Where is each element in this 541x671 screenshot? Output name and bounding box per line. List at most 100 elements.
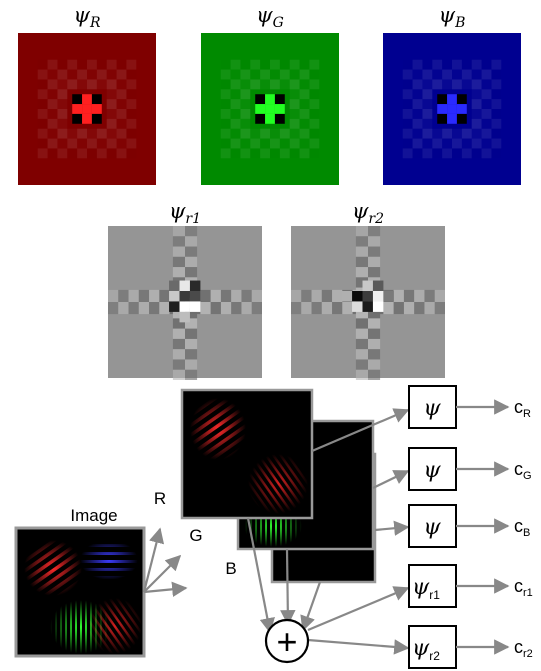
filter-ripple-cell bbox=[452, 129, 462, 139]
filter-ripple-cell bbox=[300, 79, 310, 89]
filter-band-cell bbox=[368, 236, 381, 247]
filter-ripple-cell bbox=[279, 128, 290, 139]
filter-ripple-cell bbox=[413, 129, 423, 139]
filter-ripple-cell bbox=[67, 70, 77, 80]
filter-ripple-cell bbox=[309, 89, 319, 99]
filter-ripple-cell bbox=[230, 59, 241, 70]
filter-ripple-cell bbox=[300, 139, 310, 149]
filter-ripple-cell bbox=[309, 79, 320, 90]
filter-ripple-cell bbox=[221, 79, 231, 89]
filter-band-cell bbox=[172, 308, 185, 319]
filter-ripple-cell bbox=[126, 89, 136, 99]
filter-ripple-cell bbox=[482, 119, 492, 129]
input-arrows bbox=[142, 527, 188, 597]
filter-band-cell bbox=[200, 302, 211, 315]
filter-band-cell bbox=[251, 289, 262, 302]
filter-ripple-cell bbox=[309, 129, 319, 139]
filter-ripple-cell bbox=[38, 99, 48, 109]
filter-ripple-cell bbox=[116, 128, 127, 139]
filter-ripple-cell bbox=[250, 148, 260, 158]
filter-ripple-cell bbox=[48, 129, 58, 139]
operator-psi-label: ψ bbox=[423, 458, 441, 483]
filter-b: ψB bbox=[383, 3, 521, 185]
output-labels: cR cG cB cr1 cr2 bbox=[456, 397, 533, 660]
filter-ripple-cell bbox=[47, 99, 58, 109]
filter-ripple-cell bbox=[472, 89, 482, 99]
filter-band-cell bbox=[383, 302, 394, 315]
filter-band-cell bbox=[172, 349, 185, 360]
filter-center-cell bbox=[274, 104, 285, 114]
filter-r1-title: ψr1 bbox=[169, 199, 201, 227]
filter-center-cell bbox=[372, 301, 384, 312]
filter-panels: ψR ψG ψB ψr1 ψr2 bbox=[18, 3, 521, 380]
filter-band-cell bbox=[321, 302, 333, 315]
filter-r2: ψr2 bbox=[291, 199, 445, 380]
filter-ripple-cell bbox=[240, 119, 250, 129]
filter-ripple-cell bbox=[96, 128, 107, 139]
filter-ripple-cell bbox=[289, 79, 300, 90]
filter-ripple-cell bbox=[432, 148, 442, 158]
filter-ripple-cell bbox=[290, 148, 300, 158]
operator-psi-label: ψ bbox=[423, 396, 441, 421]
filter-ripple-cell bbox=[491, 129, 501, 139]
filter-band-cell bbox=[332, 289, 343, 302]
filter-ripple-cell bbox=[403, 60, 413, 70]
filter-ripple-cell bbox=[299, 109, 310, 119]
filter-band-cell bbox=[403, 289, 415, 302]
input-image-label: Image bbox=[70, 506, 117, 525]
filter-center-cell bbox=[169, 291, 180, 302]
filter-ripple-cell bbox=[309, 138, 320, 149]
filter-ripple-cell bbox=[452, 70, 462, 80]
filter-ripple-cell bbox=[289, 138, 300, 149]
arrow-r-to-psi bbox=[311, 408, 410, 453]
filter-band-cell bbox=[291, 289, 302, 302]
filter-ripple-cell bbox=[106, 118, 117, 129]
channel-b-label: B bbox=[225, 559, 236, 578]
filter-band-cell bbox=[321, 289, 333, 302]
filter-ripple-cell bbox=[57, 60, 67, 70]
filter-ripple-cell bbox=[481, 89, 492, 100]
filter-center-cell bbox=[341, 291, 353, 302]
filter-band-cell bbox=[434, 302, 445, 315]
filter-ripple-cell bbox=[220, 128, 231, 139]
filter-ripple-cell bbox=[491, 99, 502, 109]
filter-band-cell bbox=[355, 318, 368, 329]
filter-ripple-cell bbox=[87, 59, 97, 70]
filter-ripple-cell bbox=[230, 99, 241, 109]
filter-ripple-cell bbox=[126, 70, 136, 80]
filter-center-cell bbox=[189, 280, 201, 291]
filter-ripple-cell bbox=[412, 59, 423, 70]
filter-ripple-cell bbox=[57, 148, 68, 159]
filter-ripple-cell bbox=[126, 148, 136, 158]
filter-ripple-cell bbox=[77, 148, 87, 159]
filter-ripple-cell bbox=[452, 148, 462, 158]
filter-ripple-cell bbox=[402, 89, 413, 100]
sum-circle bbox=[264, 618, 310, 664]
filter-band-cell bbox=[138, 289, 150, 302]
filter-band-cell bbox=[368, 308, 381, 319]
operator-psi-label: ψ bbox=[423, 515, 441, 540]
filter-ripple-cell bbox=[260, 139, 270, 149]
filter-ripple-cell bbox=[422, 79, 432, 89]
filter-band-cell bbox=[301, 289, 312, 302]
filter-ripple-cell bbox=[462, 60, 472, 70]
filter-ripple-cell bbox=[37, 128, 48, 139]
filter-ripple-cell bbox=[422, 128, 433, 139]
operator-box-frame bbox=[408, 385, 457, 429]
filter-center-cell bbox=[189, 291, 201, 302]
filter-ripple-cell bbox=[38, 139, 48, 149]
filter-center-cell bbox=[255, 104, 266, 114]
filter-ripple-cell bbox=[126, 109, 136, 119]
filter-band-cell bbox=[241, 289, 252, 302]
filter-band-cell bbox=[149, 289, 160, 302]
filter-g-title: ψG bbox=[256, 3, 284, 31]
filter-band-cell bbox=[368, 318, 381, 329]
filter-ripple-cell bbox=[250, 79, 261, 90]
filter-ripple-cell bbox=[250, 129, 260, 139]
filter-center-cell bbox=[82, 94, 92, 105]
filter-ripple-cell bbox=[472, 70, 482, 80]
filter-band-cell bbox=[368, 226, 381, 237]
filter-center-cell bbox=[72, 113, 83, 124]
filter-band-cell bbox=[424, 289, 435, 302]
filter-ripple-cell bbox=[432, 79, 443, 90]
